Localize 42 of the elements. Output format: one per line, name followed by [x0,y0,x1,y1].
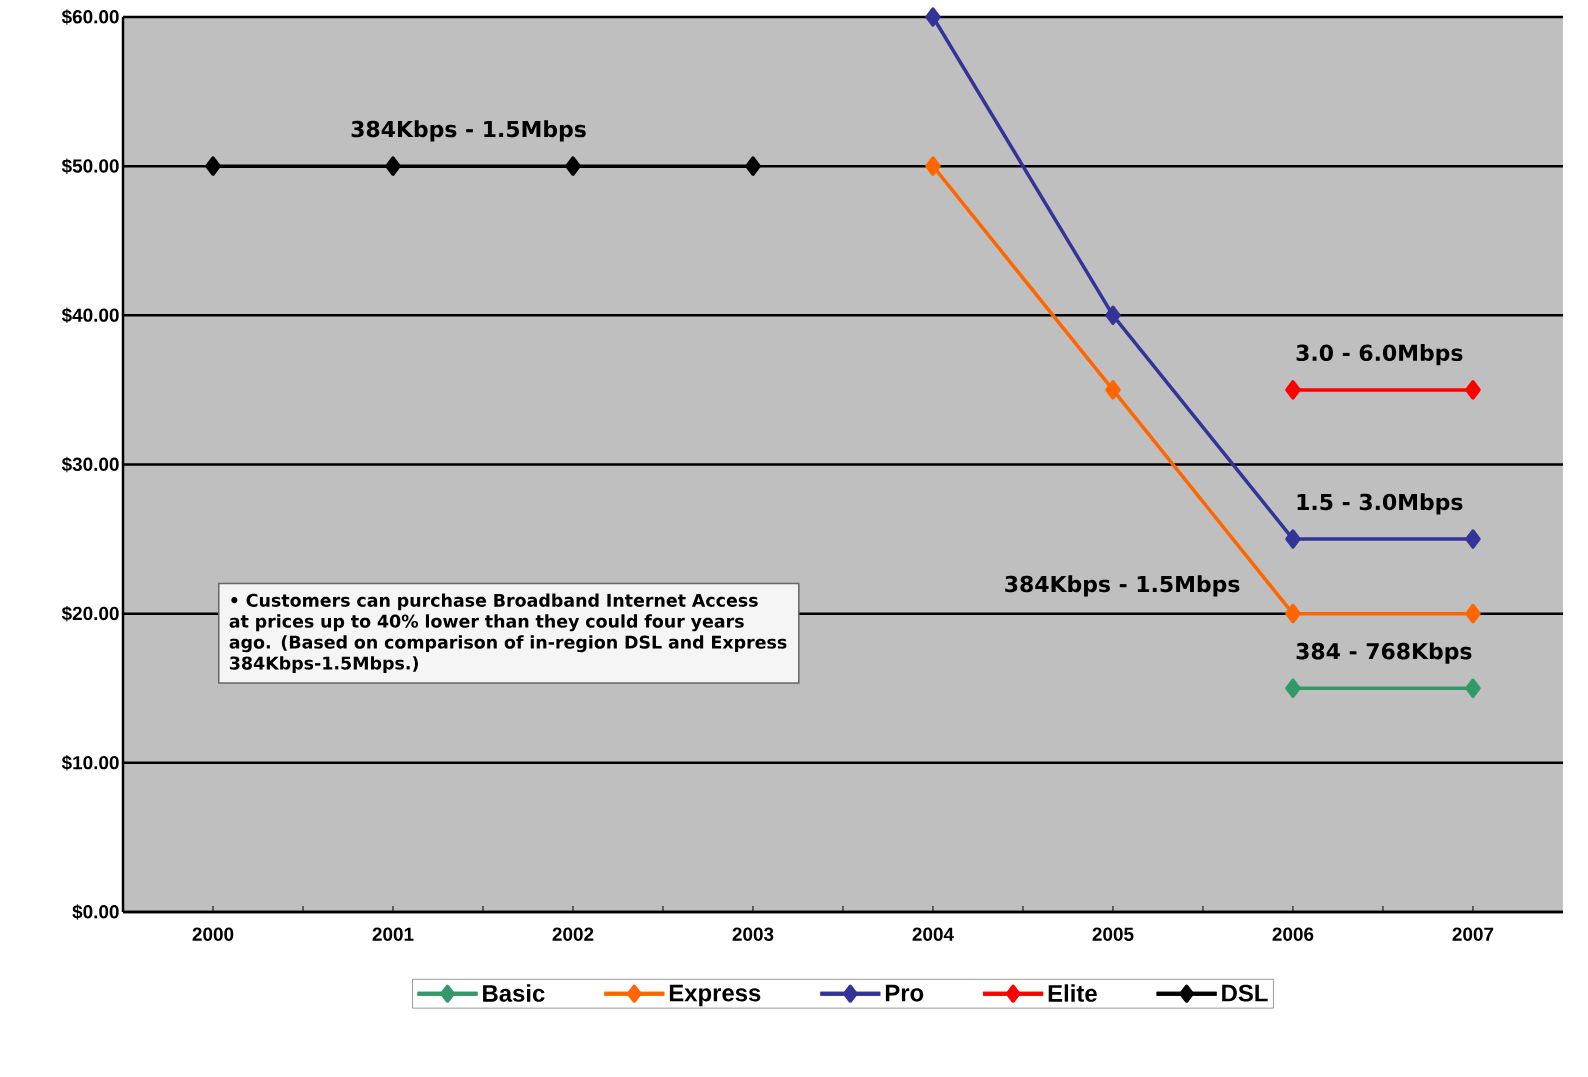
point [1105,305,1121,326]
point [1105,380,1121,400]
point [1285,678,1301,698]
legend-label: Express [669,984,761,1007]
x-tick-label: 2005 [1092,927,1134,941]
y-tick-label: $50.00 [61,158,119,174]
point [385,156,401,176]
y-tick-label: $20.00 [61,605,119,622]
point [565,156,581,176]
legend-label: Basic [483,984,545,1002]
point [1285,529,1301,549]
annotation: 384Kbps - 1.5Mbps [351,120,586,142]
x-tick-label: 2002 [552,927,594,941]
point [1465,678,1481,698]
y-tick-label: $40.00 [61,307,119,324]
x-tick-label: 2000 [192,927,234,941]
legend-label: Elite [1048,984,1097,1002]
point [1285,380,1301,400]
point [1465,380,1481,400]
x-tick-label: 2007 [1452,927,1494,941]
annotation: • Customers can purchase Broadband Internet Access at prices up to 40% lower than they could four years ago. (Based on comparison of in-region DSL and Express 384Kbps-1.5Mbps.) [229,593,787,674]
point [1465,603,1481,624]
y-tick-label: $10.00 [61,755,119,771]
point [925,7,941,27]
annotation: 384Kbps - 1.5Mbps [1005,575,1240,597]
annotation: 1.5 - 3.0Mbps [1297,493,1463,515]
point [1465,529,1481,549]
x-tick-label: 2003 [732,927,774,941]
y-tick-label: $0.00 [72,904,119,920]
legend-label: DSL [1222,984,1268,1002]
y-tick-label: $60.00 [61,9,119,25]
annotation: 3.0 - 6.0Mbps [1296,344,1463,366]
point [925,156,941,176]
legend-label: Pro [885,984,924,1002]
x-tick-label: 2001 [372,927,414,941]
x-tick-label: 2004 [912,927,954,941]
x-tick-label: 2006 [1272,927,1314,941]
point [205,156,221,176]
y-tick-label: $30.00 [61,456,119,473]
point [745,156,761,176]
point [1285,603,1301,624]
annotation: 384 - 768Kbps [1296,642,1472,664]
